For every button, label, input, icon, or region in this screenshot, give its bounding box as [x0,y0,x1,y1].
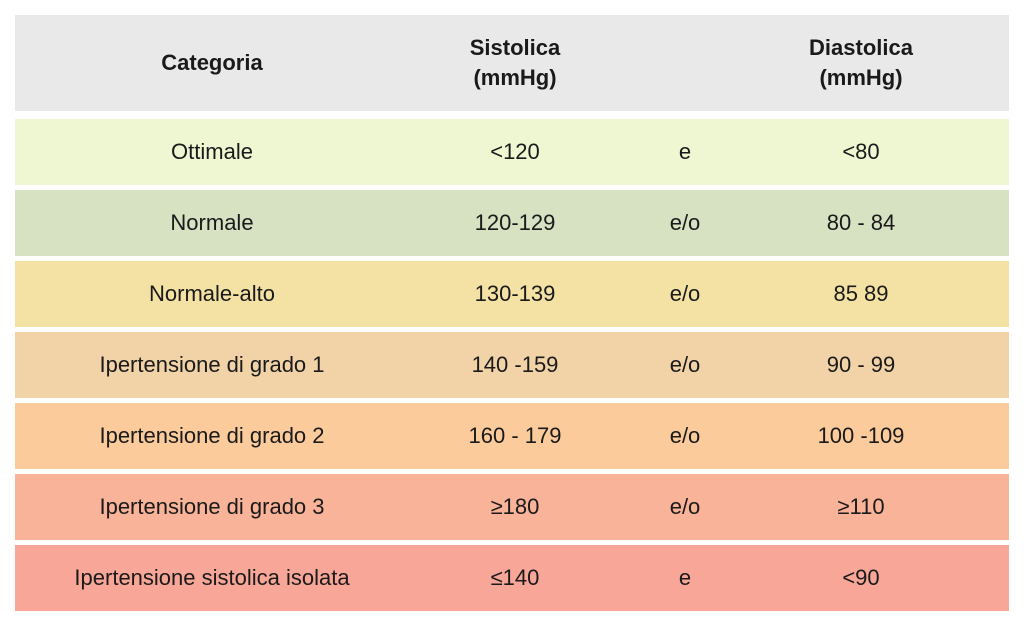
cell-systolic: 160 - 179 [468,423,562,448]
cell-systolic: 130-139 [474,281,556,306]
cell-diastolic: <90 [842,565,880,590]
cell-category: Ottimale [171,139,253,164]
cell-diastolic: <80 [842,139,880,164]
table-row: Ipertensione di grado 2 160 - 179 e/o 10… [15,403,1009,469]
table-row: Normale-alto 130-139 e/o 85 89 [15,261,1009,327]
cell-conjunction: e/o [669,352,701,377]
cell-systolic: <120 [490,139,540,164]
cell-category: Normale-alto [149,281,275,306]
cell-category: Ipertensione di grado 3 [99,494,325,519]
cell-conjunction: e [678,565,692,590]
cell-category: Ipertensione di grado 1 [99,352,325,377]
cell-diastolic: 90 - 99 [826,352,896,377]
header-conjunction [635,15,735,111]
cell-diastolic: 80 - 84 [826,210,896,235]
cell-conjunction: e [678,139,692,164]
cell-conjunction: e/o [669,281,701,306]
cell-systolic: ≥180 [490,494,540,519]
table-row: Ottimale <120 e <80 [15,119,1009,185]
header-systolic: Sistolica (mmHg) [469,35,561,90]
table-row: Ipertensione di grado 3 ≥180 e/o ≥110 [15,474,1009,540]
cell-systolic: 120-129 [474,210,556,235]
header-category: Categoria [161,50,263,75]
table-row: Ipertensione sistolica isolata ≤140 e <9… [15,545,1009,611]
table-header: Categoria Sistolica (mmHg) Diastolica (m… [15,15,1009,111]
header-diastolic: Diastolica (mmHg) [809,35,913,90]
cell-systolic: 140 -159 [471,352,559,377]
table-row: Ipertensione di grado 1 140 -159 e/o 90 … [15,332,1009,398]
cell-category: Normale [170,210,254,235]
cell-systolic: ≤140 [490,565,540,590]
cell-conjunction: e/o [669,423,701,448]
cell-diastolic: ≥110 [837,494,885,519]
table-row: Normale 120-129 e/o 80 - 84 [15,190,1009,256]
cell-conjunction: e/o [669,494,701,519]
cell-diastolic: 100 -109 [817,423,905,448]
cell-category: Ipertensione di grado 2 [99,423,325,448]
cell-category: Ipertensione sistolica isolata [74,565,350,590]
cell-conjunction: e/o [669,210,701,235]
blood-pressure-table: Categoria Sistolica (mmHg) Diastolica (m… [15,15,1009,611]
cell-diastolic: 85 89 [833,281,889,306]
